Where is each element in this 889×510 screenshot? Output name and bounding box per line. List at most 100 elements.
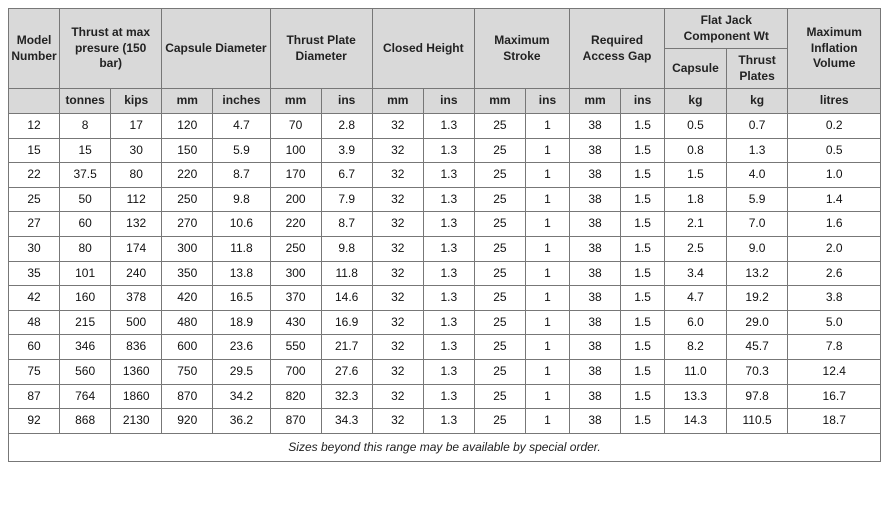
table-cell: 32: [372, 409, 423, 434]
table-cell: 32.3: [321, 384, 372, 409]
table-body: 128171204.7702.8321.3251381.50.50.70.215…: [9, 113, 881, 433]
table-cell: 346: [60, 335, 111, 360]
table-cell: 480: [162, 310, 213, 335]
unit-capsule-in: inches: [213, 89, 270, 114]
table-cell: 0.5: [665, 113, 727, 138]
table-cell: 2130: [111, 409, 162, 434]
table-cell: 16.7: [788, 384, 881, 409]
table-cell: 868: [60, 409, 111, 434]
table-cell: 30: [9, 236, 60, 261]
table-cell: 13.2: [726, 261, 788, 286]
table-cell: 1860: [111, 384, 162, 409]
table-cell: 2.8: [321, 113, 372, 138]
table-cell: 32: [372, 261, 423, 286]
table-cell: 13.8: [213, 261, 270, 286]
table-cell: 14.3: [665, 409, 727, 434]
table-cell: 378: [111, 286, 162, 311]
table-row: 75560136075029.570027.6321.3251381.511.0…: [9, 359, 881, 384]
unit-rag-in: ins: [621, 89, 665, 114]
table-cell: 38: [569, 286, 620, 311]
table-cell: 16.9: [321, 310, 372, 335]
table-cell: 1.5: [621, 212, 665, 237]
table-cell: 27.6: [321, 359, 372, 384]
table-cell: 1: [525, 409, 569, 434]
table-cell: 32: [372, 138, 423, 163]
table-cell: 27: [9, 212, 60, 237]
table-cell: 1: [525, 113, 569, 138]
table-cell: 23.6: [213, 335, 270, 360]
table-header: Model Number Thrust at max presure (150 …: [9, 9, 881, 114]
table-cell: 25: [474, 113, 525, 138]
table-cell: 30: [111, 138, 162, 163]
table-cell: 7.9: [321, 187, 372, 212]
table-cell: 920: [162, 409, 213, 434]
table-cell: 764: [60, 384, 111, 409]
table-cell: 250: [270, 236, 321, 261]
table-row: 128171204.7702.8321.3251381.50.50.70.2: [9, 113, 881, 138]
table-cell: 38: [569, 236, 620, 261]
table-row: 6034683660023.655021.7321.3251381.58.245…: [9, 335, 881, 360]
table-cell: 25: [474, 310, 525, 335]
table-cell: 300: [162, 236, 213, 261]
col-thrust-plate-diameter: Thrust Plate Diameter: [270, 9, 372, 89]
table-cell: 170: [270, 163, 321, 188]
table-cell: 1: [525, 212, 569, 237]
table-cell: 80: [60, 236, 111, 261]
table-cell: 1: [525, 359, 569, 384]
table-cell: 7.0: [726, 212, 788, 237]
table-cell: 14.6: [321, 286, 372, 311]
table-cell: 1.5: [621, 310, 665, 335]
col-closed-height: Closed Height: [372, 9, 474, 89]
table-cell: 25: [474, 187, 525, 212]
table-cell: 25: [474, 335, 525, 360]
table-cell: 870: [270, 409, 321, 434]
table-row: 4216037842016.537014.6321.3251381.54.719…: [9, 286, 881, 311]
table-cell: 1.5: [621, 113, 665, 138]
table-cell: 2.1: [665, 212, 727, 237]
table-cell: 1.3: [423, 286, 474, 311]
table-cell: 200: [270, 187, 321, 212]
table-cell: 1.5: [621, 187, 665, 212]
table-cell: 1.5: [621, 335, 665, 360]
table-cell: 32: [372, 212, 423, 237]
table-cell: 370: [270, 286, 321, 311]
table-cell: 32: [372, 236, 423, 261]
table-cell: 0.5: [788, 138, 881, 163]
table-cell: 0.8: [665, 138, 727, 163]
table-cell: 250: [162, 187, 213, 212]
table-cell: 1.3: [423, 212, 474, 237]
table-cell: 2.6: [788, 261, 881, 286]
table-cell: 97.8: [726, 384, 788, 409]
table-cell: 15: [60, 138, 111, 163]
table-cell: 1.5: [621, 163, 665, 188]
unit-model-number: [9, 89, 60, 114]
col-max-inflation-volume: Maximum Inflation Volume: [788, 9, 881, 89]
unit-capsule-mm: mm: [162, 89, 213, 114]
table-cell: 38: [569, 409, 620, 434]
table-cell: 120: [162, 113, 213, 138]
table-cell: 92: [9, 409, 60, 434]
table-cell: 15: [9, 138, 60, 163]
table-cell: 174: [111, 236, 162, 261]
table-cell: 215: [60, 310, 111, 335]
table-cell: 38: [569, 187, 620, 212]
col-flat-jack-capsule: Capsule: [665, 49, 727, 89]
table-cell: 2.0: [788, 236, 881, 261]
table-cell: 8.2: [665, 335, 727, 360]
table-cell: 220: [270, 212, 321, 237]
table-cell: 240: [111, 261, 162, 286]
table-cell: 3.4: [665, 261, 727, 286]
table-cell: 1.4: [788, 187, 881, 212]
table-cell: 34.3: [321, 409, 372, 434]
table-cell: 1.5: [665, 163, 727, 188]
table-cell: 1.3: [423, 187, 474, 212]
table-cell: 100: [270, 138, 321, 163]
table-cell: 38: [569, 359, 620, 384]
table-cell: 870: [162, 384, 213, 409]
table-cell: 6.7: [321, 163, 372, 188]
table-cell: 37.5: [60, 163, 111, 188]
table-cell: 1.0: [788, 163, 881, 188]
table-cell: 25: [474, 286, 525, 311]
table-cell: 1: [525, 335, 569, 360]
table-row: 2237.5802208.71706.7321.3251381.51.54.01…: [9, 163, 881, 188]
